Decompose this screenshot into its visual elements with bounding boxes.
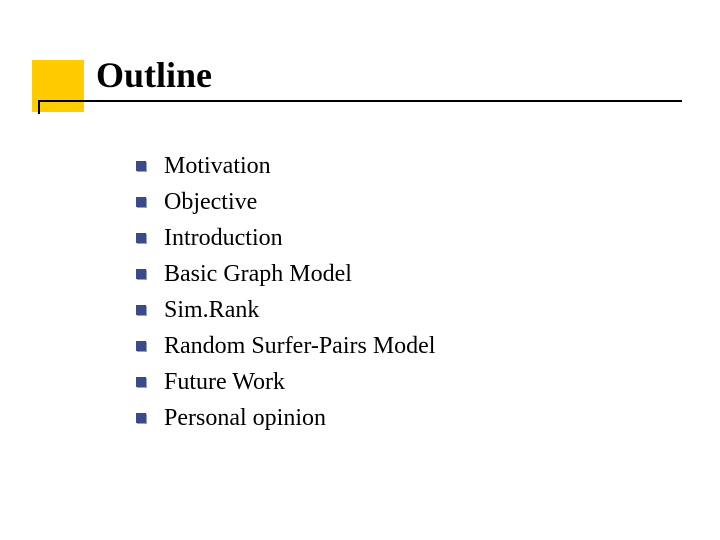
bullet-list: Motivation Objective Introduction Basic … [136, 148, 435, 436]
list-item-label: Motivation [164, 154, 271, 178]
list-item-label: Future Work [164, 370, 285, 394]
list-item-label: Introduction [164, 226, 283, 250]
bullet-icon [136, 413, 146, 423]
bullet-icon [136, 341, 146, 351]
list-item-label: Basic Graph Model [164, 262, 352, 286]
list-item: Basic Graph Model [136, 256, 435, 292]
list-item: Introduction [136, 220, 435, 256]
bullet-icon [136, 161, 146, 171]
list-item: Objective [136, 184, 435, 220]
bullet-icon [136, 269, 146, 279]
list-item: Personal opinion [136, 400, 435, 436]
bullet-icon [136, 197, 146, 207]
bullet-icon [136, 233, 146, 243]
bullet-icon [136, 305, 146, 315]
slide-title: Outline [96, 54, 212, 96]
list-item-label: Random Surfer-Pairs Model [164, 334, 435, 358]
list-item: Motivation [136, 148, 435, 184]
list-item: Sim.Rank [136, 292, 435, 328]
slide: Outline Motivation Objective Introductio… [0, 0, 720, 540]
list-item-label: Objective [164, 190, 257, 214]
list-item: Random Surfer-Pairs Model [136, 328, 435, 364]
title-underline-tick [38, 100, 40, 114]
list-item: Future Work [136, 364, 435, 400]
list-item-label: Personal opinion [164, 406, 326, 430]
bullet-icon [136, 377, 146, 387]
title-underline [38, 100, 682, 102]
list-item-label: Sim.Rank [164, 298, 259, 322]
